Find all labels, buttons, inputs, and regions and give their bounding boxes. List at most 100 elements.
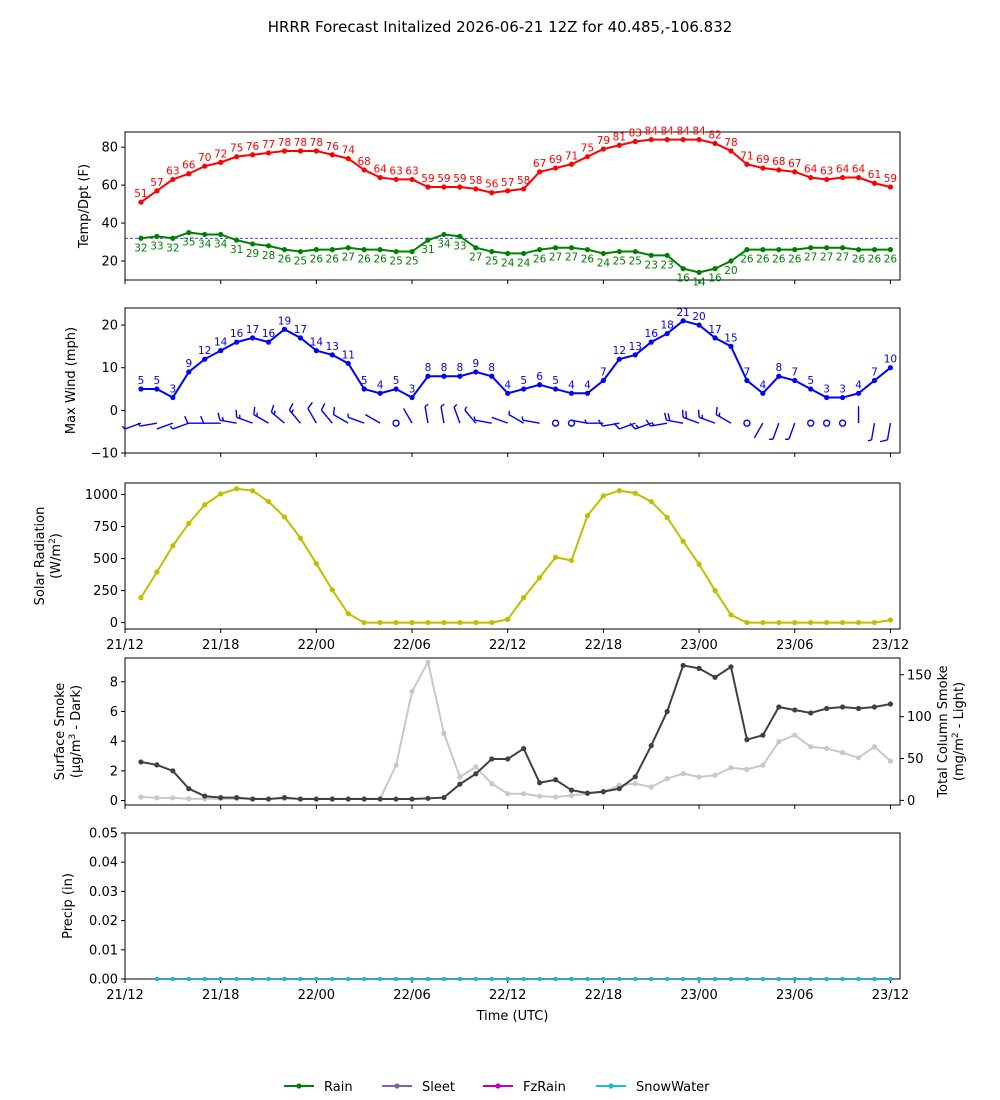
column-smoke-point [552,794,559,800]
wind-barb [570,419,588,424]
wind-barb-shaft [320,409,333,424]
dewpoint-data-label: 27 [820,252,833,264]
legend-label: SnowWater [636,1080,710,1095]
temp-point [329,152,335,158]
wind-barb-shaft [156,422,174,430]
surface-smoke-point [664,708,670,715]
surface-smoke-point [776,704,782,710]
y-tick-label: 4 [110,735,118,750]
y-tick-label: 0.02 [89,914,118,929]
dewpoint-point [377,247,383,253]
max-wind-data-label: 9 [185,358,192,370]
wind-barb [270,404,285,424]
solar-point [281,514,288,520]
temp-point [265,150,272,156]
solar-point [728,612,734,618]
dewpoint-point [441,231,447,238]
wind-barb-flag [332,407,336,415]
temp-data-label: 57 [501,177,514,189]
max-wind-point [839,394,846,401]
temp-data-label: 82 [708,129,721,141]
dewpoint-data-label: 25 [294,256,307,268]
max-wind-data-label: 21 [676,307,689,319]
y-tick-label: 0 [110,404,118,419]
snowwater-point [473,977,478,981]
solar-point [409,619,415,626]
wind-barb-half-flag [473,416,476,421]
max-wind-data-label: 7 [744,367,751,379]
wind-barb-half-flag [291,409,295,414]
temp-point [552,165,559,171]
max-wind-data-label: 9 [472,358,479,370]
wind-barb-shaft [666,419,684,424]
wind-barb-half-flag [440,403,445,407]
temp-data-label: 76 [246,141,260,153]
dewpoint-data-label: 33 [453,240,466,252]
max-wind-point [664,330,670,337]
solar-point [154,569,160,575]
wind-barb [253,407,269,424]
temp-point [297,148,304,154]
wind-barb-shaft [788,422,796,440]
wind-barb-shaft [424,406,429,424]
dewpoint-point [776,247,782,253]
temp-data-label: 83 [629,127,642,139]
column-smoke-point [393,762,399,768]
snowwater-point [585,977,590,981]
temp-point [680,136,686,143]
wind-barb [613,422,636,430]
dewpoint-point [457,233,463,239]
temp-data-label: 77 [262,139,275,151]
temp-data-label: 70 [198,152,211,164]
temp-data-label: 67 [533,158,546,170]
temp-data-label: 59 [453,173,466,185]
x-tick-label: 23/00 [680,988,717,1003]
temp-data-label: 84 [660,126,674,138]
wind-barb-flag [200,415,205,424]
legend-marker [495,1083,501,1089]
dewpoint-data-label: 31 [421,244,434,256]
wind-barb-flag [667,413,671,421]
snowwater-point [872,977,877,981]
y2-tick-label: 50 [907,752,924,767]
wind-barb-half-flag [238,414,241,419]
dewpoint-point [600,250,606,257]
dewpoint-point [824,245,830,251]
dewpoint-point [425,237,431,243]
temp-point [712,140,718,146]
max-wind-data-label: 17 [294,324,307,336]
wind-barb [347,413,365,424]
wind-barb-flag [645,419,652,427]
wind-barb-shaft [698,416,716,424]
surface-smoke-point [345,796,351,802]
y-tick-label: 0.03 [89,885,118,900]
wind-barb-half-flag [584,419,588,424]
temp-point [281,148,288,154]
solar-point [441,619,447,626]
wind-barb [402,408,413,424]
surface-smoke-point [457,781,463,787]
dewpoint-point [887,247,894,253]
dewpoint-line [140,231,891,274]
wind-barb [753,422,764,439]
dewpoint-point [170,235,176,241]
snowwater-point [856,977,861,981]
surface-smoke-point [855,705,862,712]
temp-data-label: 74 [342,145,356,157]
solar-point [473,619,479,626]
max-wind-point [855,390,862,396]
temp-point [632,138,638,145]
max-wind-data-label: 4 [760,379,767,391]
panel-frame [124,832,901,980]
solar-point [170,543,176,549]
panel-frame [124,131,901,281]
temp-point [776,167,782,173]
dewpoint-point [393,248,399,255]
snowwater-point [282,977,287,981]
surface-smoke-point [234,794,240,801]
dewpoint-data-label: 25 [629,256,642,268]
column-smoke-point [760,762,766,768]
dewpoint-point [760,247,766,253]
max-wind-data-label: 14 [214,337,228,349]
wind-barb [288,403,301,424]
